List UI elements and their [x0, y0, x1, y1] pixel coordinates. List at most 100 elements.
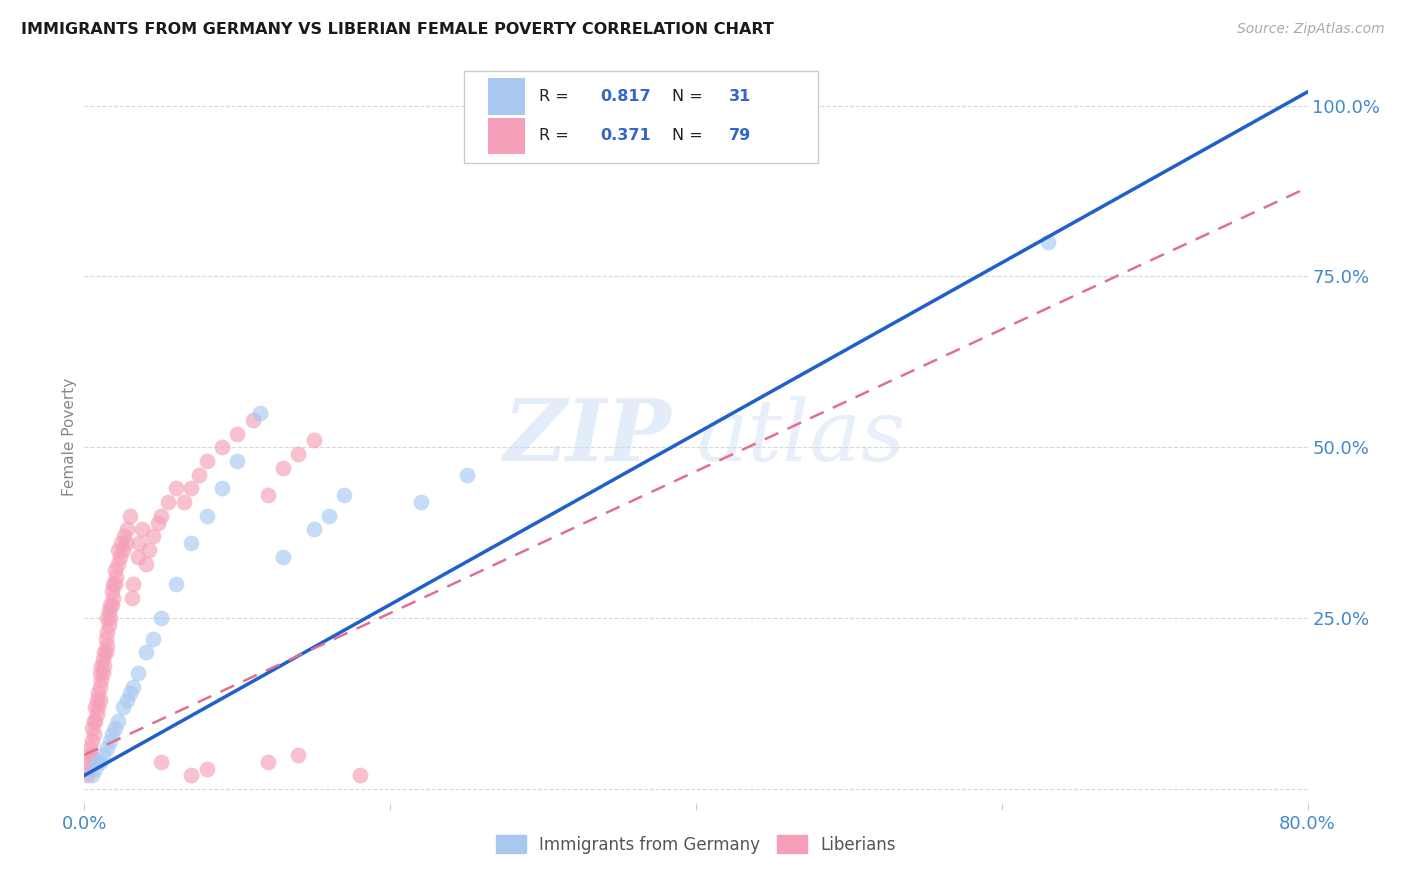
Point: [114, 536, 136, 550]
Point: [83, 727, 105, 741]
Point: [104, 563, 127, 577]
Point: [1036, 235, 1059, 250]
Point: [149, 508, 172, 523]
Text: N =: N =: [672, 89, 707, 103]
Point: [142, 632, 165, 646]
Point: [302, 434, 325, 448]
Point: [165, 481, 187, 495]
Text: 79: 79: [728, 128, 751, 144]
Point: [115, 522, 138, 536]
Point: [87, 700, 110, 714]
Point: [165, 577, 187, 591]
Point: [76, 768, 98, 782]
Point: [211, 481, 233, 495]
Point: [195, 508, 218, 523]
FancyBboxPatch shape: [488, 78, 524, 114]
Point: [104, 577, 127, 591]
Point: [135, 645, 157, 659]
Point: [90, 673, 112, 687]
Point: [180, 536, 202, 550]
Point: [101, 598, 124, 612]
Point: [101, 583, 124, 598]
Text: Source: ZipAtlas.com: Source: ZipAtlas.com: [1237, 22, 1385, 37]
Point: [257, 488, 280, 502]
Point: [91, 665, 114, 680]
Point: [211, 440, 233, 454]
Point: [120, 686, 142, 700]
Point: [103, 577, 125, 591]
Point: [180, 768, 202, 782]
Point: [105, 570, 128, 584]
Point: [93, 645, 115, 659]
Point: [107, 542, 129, 557]
Point: [115, 693, 138, 707]
Point: [157, 495, 180, 509]
Point: [77, 747, 100, 762]
Point: [333, 488, 356, 502]
Point: [84, 700, 107, 714]
Point: [96, 639, 118, 653]
Point: [257, 755, 280, 769]
Point: [91, 747, 114, 762]
Point: [180, 481, 202, 495]
Point: [98, 611, 121, 625]
Point: [318, 508, 340, 523]
Point: [97, 604, 120, 618]
Point: [135, 557, 157, 571]
Point: [77, 762, 100, 776]
Point: [80, 768, 103, 782]
Point: [142, 529, 165, 543]
Point: [103, 591, 125, 605]
Point: [87, 686, 110, 700]
Point: [96, 611, 118, 625]
Point: [80, 734, 103, 748]
Point: [226, 454, 249, 468]
Point: [94, 645, 117, 659]
Point: [79, 741, 101, 756]
Point: [96, 741, 118, 756]
Point: [89, 665, 111, 680]
Point: [94, 632, 117, 646]
Point: [226, 426, 249, 441]
Point: [112, 529, 135, 543]
Text: ZIP: ZIP: [503, 395, 672, 479]
Point: [89, 680, 111, 694]
Point: [188, 467, 211, 482]
Text: 0.371: 0.371: [600, 128, 651, 144]
Point: [271, 549, 294, 564]
Point: [90, 659, 112, 673]
Point: [86, 706, 108, 721]
Y-axis label: Female Poverty: Female Poverty: [62, 378, 77, 496]
Text: 0.817: 0.817: [600, 89, 651, 103]
Point: [456, 467, 478, 482]
Text: IMMIGRANTS FROM GERMANY VS LIBERIAN FEMALE POVERTY CORRELATION CHART: IMMIGRANTS FROM GERMANY VS LIBERIAN FEMA…: [21, 22, 773, 37]
Point: [80, 747, 103, 762]
Point: [84, 714, 107, 728]
Point: [127, 549, 149, 564]
Text: R =: R =: [540, 128, 574, 144]
Point: [111, 542, 134, 557]
Text: 31: 31: [728, 89, 751, 103]
Point: [122, 680, 145, 694]
Text: N =: N =: [672, 128, 707, 144]
Point: [79, 755, 101, 769]
Point: [108, 549, 131, 564]
Point: [86, 693, 108, 707]
Point: [127, 665, 149, 680]
Point: [287, 447, 309, 461]
Point: [173, 495, 195, 509]
Point: [242, 413, 264, 427]
Point: [107, 714, 129, 728]
Point: [120, 508, 142, 523]
Point: [84, 762, 107, 776]
Point: [89, 755, 111, 769]
Point: [93, 659, 115, 673]
Point: [110, 536, 132, 550]
Point: [271, 460, 294, 475]
Point: [86, 755, 108, 769]
Point: [195, 454, 218, 468]
Point: [195, 762, 218, 776]
Point: [111, 700, 134, 714]
Point: [122, 577, 145, 591]
Point: [96, 624, 118, 639]
